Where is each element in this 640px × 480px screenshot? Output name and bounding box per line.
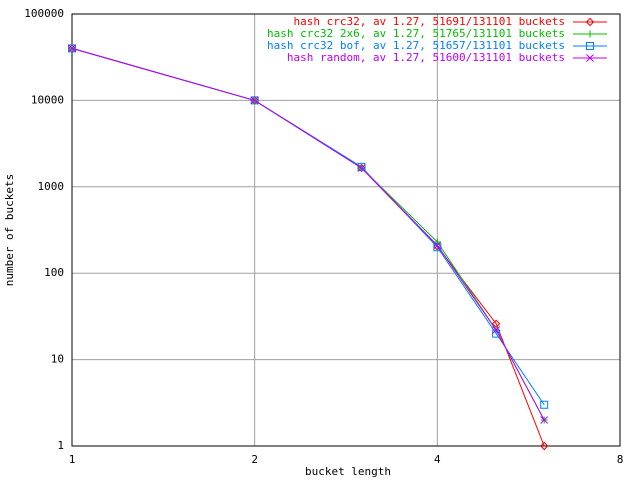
x-tick-label: 2 — [251, 453, 258, 466]
y-tick-label: 100000 — [24, 7, 64, 20]
series-line — [71, 47, 545, 421]
data-point — [250, 96, 259, 105]
y-axis-label: number of buckets — [3, 174, 16, 287]
data-point — [540, 416, 549, 424]
x-tick-label: 4 — [434, 453, 441, 466]
data-point — [357, 164, 366, 172]
legend-label: hash crc32 bof, av 1.27, 51657/131101 bu… — [267, 39, 565, 52]
data-point — [250, 96, 259, 105]
data-point — [586, 42, 594, 50]
legend-label: hash crc32, av 1.27, 51691/131101 bucket… — [293, 15, 565, 28]
legend-label: hash random, av 1.27, 51600/131101 bucke… — [287, 51, 565, 64]
data-point — [68, 44, 76, 53]
x-tick-label: 8 — [617, 453, 624, 466]
y-tick-label: 10 — [51, 353, 64, 366]
data-point — [539, 441, 549, 451]
data-point — [433, 238, 441, 246]
data-point — [586, 30, 594, 38]
y-tick-label: 10000 — [31, 93, 64, 106]
data-point — [540, 400, 549, 409]
y-tick-label: 1 — [57, 439, 64, 452]
x-tick-label: 1 — [69, 453, 76, 466]
data-point — [586, 54, 594, 62]
y-tick-label: 1000 — [38, 180, 65, 193]
x-axis-label: bucket length — [305, 465, 391, 478]
data-point — [585, 17, 595, 27]
data-point — [433, 241, 442, 250]
y-tick-label: 100 — [44, 266, 64, 279]
legend-label: hash crc32 2x6, av 1.27, 51765/131101 bu… — [267, 27, 565, 40]
plot-border — [71, 13, 621, 447]
data-point — [492, 326, 500, 334]
data-point — [357, 162, 366, 171]
